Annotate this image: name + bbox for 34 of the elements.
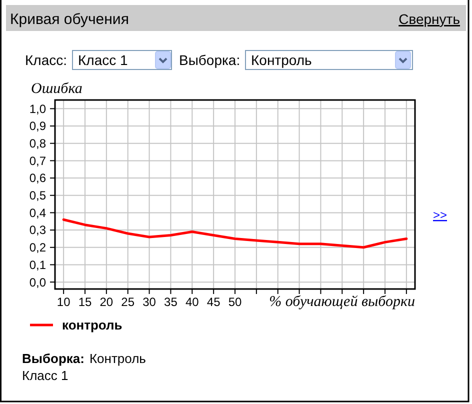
text: Класс 1	[22, 368, 68, 383]
y-tick-label: 0,4	[29, 206, 46, 220]
text: Свернуть	[398, 11, 460, 27]
y-tick-label: 0,1	[29, 258, 46, 272]
line-series	[62, 218, 408, 249]
x-tick-label: 35	[164, 295, 178, 309]
y-tick-label: 0,8	[29, 136, 46, 151]
text: Выборка:	[22, 351, 84, 366]
chart-title: Кривая обучения	[10, 11, 129, 28]
text: Класс:	[25, 52, 67, 68]
y-tick-label: 0,2	[29, 240, 46, 255]
x-tick-label: 45	[206, 295, 221, 309]
text: Выборка:	[179, 52, 240, 68]
text: >>	[433, 208, 448, 222]
y-tick-label: 0,7	[29, 154, 46, 168]
x-tick-label: 10	[56, 295, 71, 309]
y-tick-label: 0,0	[29, 275, 46, 290]
text: Класс 1	[78, 52, 128, 68]
y-tick-label: 0,5	[29, 188, 46, 203]
x-axis-title: % обучающей выборки	[269, 294, 415, 310]
text: Контроль	[89, 351, 146, 366]
y-axis-title: Ошибка	[31, 81, 82, 97]
x-tick-label: 25	[121, 295, 135, 309]
y-tick-label: 0,9	[29, 119, 46, 134]
text: Контроль	[251, 52, 312, 68]
y-tick-label: 0,3	[29, 223, 46, 238]
x-tick-label: 30	[142, 295, 156, 309]
x-tick-label: 40	[185, 295, 200, 309]
x-tick-label: 50	[228, 295, 242, 309]
x-tick-label: 15	[78, 295, 92, 309]
legend-label: контроль	[62, 318, 122, 333]
x-tick-label: 20	[100, 295, 114, 309]
y-tick-label: 1,0	[29, 102, 46, 116]
y-tick-label: 0,6	[29, 171, 46, 186]
